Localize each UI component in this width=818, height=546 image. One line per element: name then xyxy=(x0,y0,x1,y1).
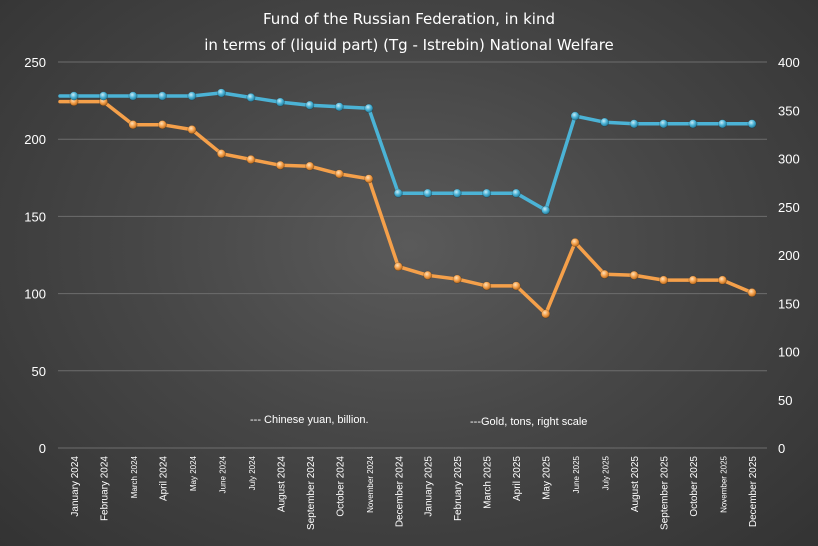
left-tick-label: 200 xyxy=(24,132,46,147)
data-point-yuan xyxy=(570,111,580,121)
data-point-yuan xyxy=(393,188,403,198)
data-point-yuan xyxy=(482,188,492,198)
data-point-yuan xyxy=(246,93,256,103)
left-tick-label: 250 xyxy=(24,55,46,70)
x-tick-label: August 2024 xyxy=(276,456,287,513)
right-tick-label: 100 xyxy=(778,345,800,360)
series-line-yuan xyxy=(58,91,754,212)
right-tick-label: 250 xyxy=(778,200,800,215)
x-axis-ticks: January 2024 February 2024 March 2024 April… xyxy=(70,455,759,530)
x-tick-label: September 2025 xyxy=(660,456,671,530)
x-tick-label: November 2025 xyxy=(720,455,729,512)
chart-title-line-1: Fund of the Russian Federation, in kind xyxy=(263,10,555,28)
left-tick-label: 100 xyxy=(24,287,46,302)
data-point-gold xyxy=(275,160,285,170)
data-point-yuan xyxy=(275,97,285,107)
left-tick-label: 150 xyxy=(24,209,46,224)
data-point-gold xyxy=(511,281,521,291)
data-point-gold xyxy=(187,125,197,135)
x-tick-label: January 2025 xyxy=(424,456,435,517)
x-tick-label: December 2025 xyxy=(748,456,759,528)
data-point-gold xyxy=(629,270,639,280)
right-tick-label: 350 xyxy=(778,103,800,118)
data-point-gold xyxy=(128,120,138,130)
right-tick-label: 200 xyxy=(778,248,800,263)
legend-gold: ---Gold, tons, right scale xyxy=(470,416,587,428)
data-point-gold xyxy=(393,262,403,272)
data-point-yuan xyxy=(629,119,639,129)
x-tick-label: April 2025 xyxy=(512,456,523,501)
legend-yuan: --- Chinese yuan, billion. xyxy=(250,414,369,426)
data-point-gold xyxy=(541,309,551,319)
data-point-gold xyxy=(747,288,757,298)
data-point-yuan xyxy=(305,100,315,110)
data-point-yuan xyxy=(511,188,521,198)
data-point-gold xyxy=(334,169,344,179)
data-point-yuan xyxy=(423,188,433,198)
legend: --- Chinese yuan, billion. ---Gold, tons… xyxy=(250,414,587,428)
data-point-yuan xyxy=(364,103,374,113)
x-tick-label: September 2024 xyxy=(306,456,317,530)
data-point-gold xyxy=(452,274,462,284)
x-tick-label: February 2024 xyxy=(99,456,110,521)
series-line-gold xyxy=(58,99,754,316)
data-point-gold xyxy=(688,275,698,285)
x-tick-label: December 2024 xyxy=(394,456,405,528)
data-point-yuan xyxy=(69,91,79,101)
x-tick-label: March 2025 xyxy=(483,456,494,509)
x-tick-label: August 2025 xyxy=(630,456,641,513)
x-tick-label: June 2025 xyxy=(572,455,581,493)
data-point-yuan xyxy=(541,205,551,215)
data-point-gold xyxy=(246,155,256,165)
data-point-gold xyxy=(659,275,669,285)
data-point-yuan xyxy=(717,119,727,129)
x-tick-label: May 2025 xyxy=(542,456,553,500)
left-axis-ticks: 0 50 100 150 200 250 xyxy=(24,55,46,456)
x-tick-label: February 2025 xyxy=(453,456,464,521)
right-tick-label: 0 xyxy=(778,441,785,456)
right-axis-ticks: 0 50 100 150 200 250 300 350 400 xyxy=(778,55,800,456)
x-tick-label: October 2025 xyxy=(689,456,700,517)
data-point-yuan xyxy=(216,88,226,98)
right-tick-label: 300 xyxy=(778,152,800,167)
data-point-gold xyxy=(482,281,492,291)
data-point-yuan xyxy=(688,119,698,129)
data-point-yuan xyxy=(600,117,610,127)
data-point-gold xyxy=(717,275,727,285)
data-point-gold xyxy=(423,270,433,280)
right-tick-label: 50 xyxy=(778,393,792,408)
right-tick-label: 400 xyxy=(778,55,800,70)
data-point-yuan xyxy=(157,91,167,101)
data-point-yuan xyxy=(452,188,462,198)
chart-title-line-2: in terms of (liquid part) (Tg - Istrebin… xyxy=(204,36,614,54)
data-point-gold xyxy=(570,238,580,248)
series-layer xyxy=(58,88,757,319)
data-point-yuan xyxy=(128,91,138,101)
data-point-yuan xyxy=(334,102,344,112)
gridlines xyxy=(58,61,767,449)
data-point-gold xyxy=(305,161,315,171)
data-point-gold xyxy=(600,269,610,279)
x-tick-label: July 2024 xyxy=(248,455,257,490)
x-tick-label: June 2024 xyxy=(218,455,227,493)
right-tick-label: 150 xyxy=(778,296,800,311)
left-tick-label: 50 xyxy=(32,364,46,379)
left-tick-label: 0 xyxy=(39,441,46,456)
data-point-yuan xyxy=(747,119,757,129)
data-point-yuan xyxy=(99,91,109,101)
x-tick-label: October 2024 xyxy=(335,456,346,517)
x-tick-label: May 2024 xyxy=(189,455,198,491)
data-point-gold xyxy=(364,174,374,184)
data-point-yuan xyxy=(659,119,669,129)
x-tick-label: November 2024 xyxy=(366,455,375,512)
x-tick-label: March 2024 xyxy=(130,455,139,498)
x-tick-label: April 2024 xyxy=(158,456,169,501)
data-point-gold xyxy=(157,120,167,130)
x-tick-label: July 2025 xyxy=(602,455,611,490)
x-tick-label: January 2024 xyxy=(70,456,81,517)
data-point-gold xyxy=(216,149,226,159)
data-point-yuan xyxy=(187,91,197,101)
